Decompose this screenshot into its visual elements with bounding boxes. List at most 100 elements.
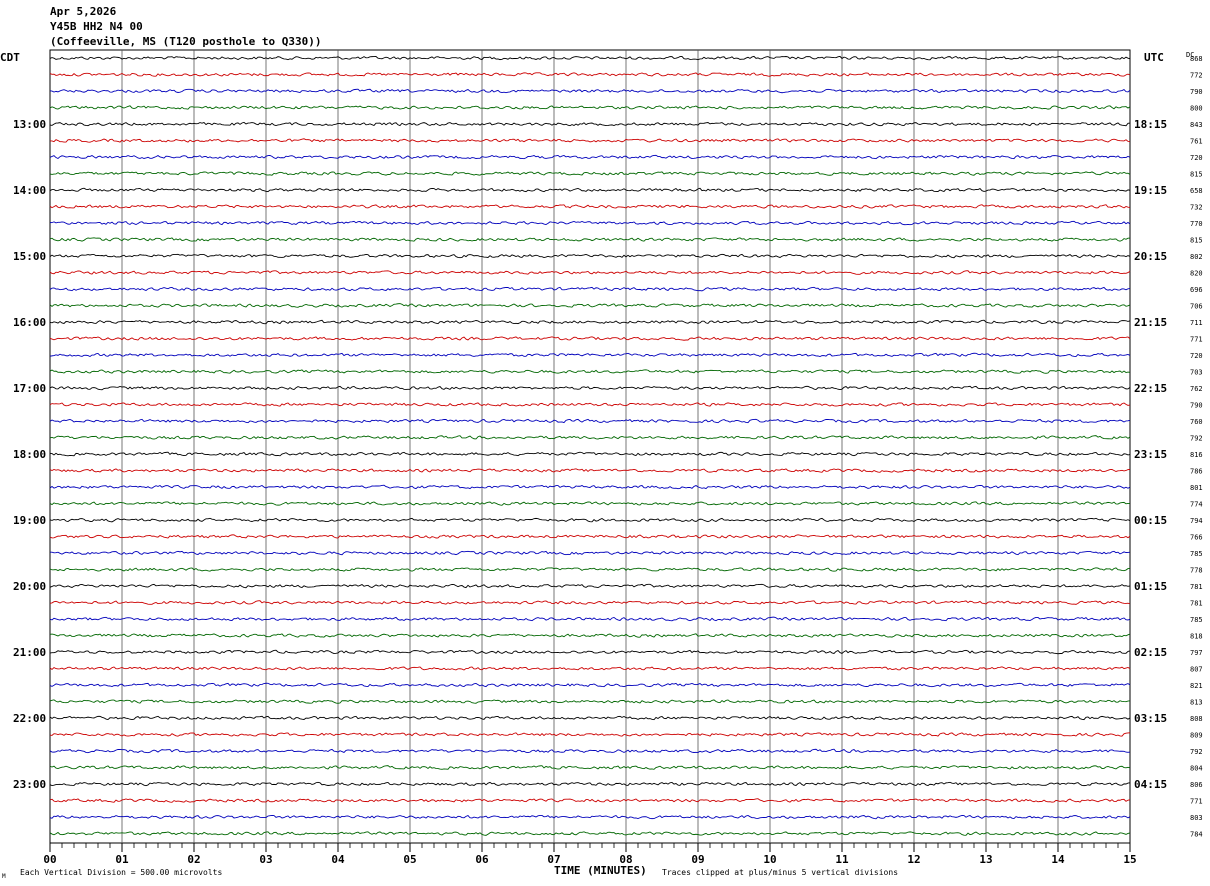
trace-line [49, 814, 1131, 820]
trace-line [49, 517, 1131, 523]
dc-offset-label: 771 [1190, 798, 1203, 806]
x-tick-label: 15 [1123, 853, 1136, 866]
dc-offset-label: 794 [1190, 517, 1203, 525]
x-axis-ticks [49, 843, 1131, 852]
dc-offset-label: 803 [1190, 814, 1203, 822]
trace-line [49, 534, 1131, 539]
dc-offset-label: 720 [1190, 154, 1203, 162]
dc-offset-label: 766 [1190, 534, 1203, 542]
x-tick-label: 02 [187, 853, 200, 866]
trace-line [49, 468, 1131, 473]
right-time-label: 21:15 [1134, 316, 1167, 329]
x-tick-label: 14 [1051, 853, 1065, 866]
trace-line [49, 633, 1131, 638]
dc-offset-label: 792 [1190, 748, 1203, 756]
trace-line [49, 583, 1131, 589]
dc-offset-label: 760 [1190, 418, 1203, 426]
trace-line [49, 649, 1131, 655]
dc-offset-label: 772 [1190, 72, 1203, 80]
dc-offset-label: 801 [1190, 484, 1203, 492]
trace-line [49, 484, 1131, 490]
trace-line [49, 451, 1131, 457]
clip-note: Traces clipped at plus/minus 5 vertical … [662, 868, 898, 877]
left-zone-label: CDT [0, 51, 20, 64]
trace-line [49, 616, 1131, 622]
dc-offset-label: 762 [1190, 385, 1203, 393]
right-time-label: 23:15 [1134, 448, 1167, 461]
dc-offset-label: 818 [1190, 633, 1203, 641]
dc-offset-label: 785 [1190, 550, 1203, 558]
left-time-label: 18:00 [13, 448, 46, 461]
right-time-label: 00:15 [1134, 514, 1167, 527]
trace-line [49, 402, 1131, 407]
dc-offset-label: 774 [1190, 501, 1203, 509]
trace-line [49, 748, 1131, 754]
dc-offset-label: 802 [1190, 253, 1203, 261]
trace-line [49, 765, 1131, 770]
left-time-label: 16:00 [13, 316, 46, 329]
dc-offset-label: 843 [1190, 121, 1203, 129]
right-time-label: 19:15 [1134, 184, 1167, 197]
trace-line [49, 253, 1131, 259]
dc-offset-label: 806 [1190, 781, 1203, 789]
dc-offset-label: 711 [1190, 319, 1203, 327]
trace-line [49, 418, 1131, 424]
trace-line [49, 435, 1131, 440]
dc-offset-label: 809 [1190, 732, 1203, 740]
left-time-label: 13:00 [13, 118, 46, 131]
dc-header: DC [1186, 51, 1194, 59]
x-tick-label: 06 [475, 853, 489, 866]
trace-line [49, 352, 1131, 358]
right-time-label: 04:15 [1134, 778, 1167, 791]
x-tick-label: 12 [907, 853, 920, 866]
dc-offset-label: 784 [1190, 831, 1203, 839]
x-tick-label: 00 [43, 853, 56, 866]
dc-offset-label: 720 [1190, 352, 1203, 360]
header-location: (Coffeeville, MS (T120 posthole to Q330)… [50, 35, 322, 48]
trace-line [49, 55, 1131, 61]
left-time-label: 14:00 [13, 184, 46, 197]
trace-line [49, 187, 1131, 193]
x-tick-label: 11 [835, 853, 849, 866]
trace-line [49, 237, 1131, 242]
trace-line [49, 600, 1131, 605]
trace-line [49, 72, 1131, 77]
trace-line [49, 138, 1131, 143]
header-channel: Y45B HH2 N4 00 [50, 20, 143, 33]
x-tick-label: 09 [691, 853, 704, 866]
dc-offset-label: 800 [1190, 105, 1203, 113]
trace-line [49, 319, 1131, 325]
dc-offset-label: 703 [1190, 369, 1203, 377]
trace-line [49, 831, 1131, 836]
dc-offset-label: 771 [1190, 336, 1203, 344]
right-time-label: 22:15 [1134, 382, 1167, 395]
right-time-label: 02:15 [1134, 646, 1167, 659]
trace-line [49, 369, 1131, 374]
left-time-label: 15:00 [13, 250, 46, 263]
x-axis-title: TIME (MINUTES) [554, 864, 647, 877]
trace-line [49, 682, 1131, 688]
right-time-label: 20:15 [1134, 250, 1167, 263]
trace-line [49, 550, 1131, 556]
trace-line [49, 88, 1131, 94]
dc-offset-label: 770 [1190, 220, 1203, 228]
dc-offset-label: 792 [1190, 435, 1203, 443]
dc-offset-label: 821 [1190, 682, 1203, 690]
trace-line [49, 501, 1131, 506]
dc-offset-label: 816 [1190, 451, 1203, 459]
trace-group [49, 55, 1131, 836]
left-time-label: 21:00 [13, 646, 46, 659]
trace-line [49, 270, 1131, 275]
dc-offset-label: 790 [1190, 402, 1203, 410]
dc-offset-label: 815 [1190, 237, 1203, 245]
trace-line [49, 286, 1131, 292]
dc-offset-label: 785 [1190, 616, 1203, 624]
corner-mark: M [2, 873, 6, 880]
trace-line [49, 121, 1131, 127]
x-tick-label: 08 [619, 853, 632, 866]
trace-line [49, 105, 1131, 110]
trace-line [49, 336, 1131, 341]
left-time-label: 17:00 [13, 382, 46, 395]
dc-offset-label: 732 [1190, 204, 1203, 212]
